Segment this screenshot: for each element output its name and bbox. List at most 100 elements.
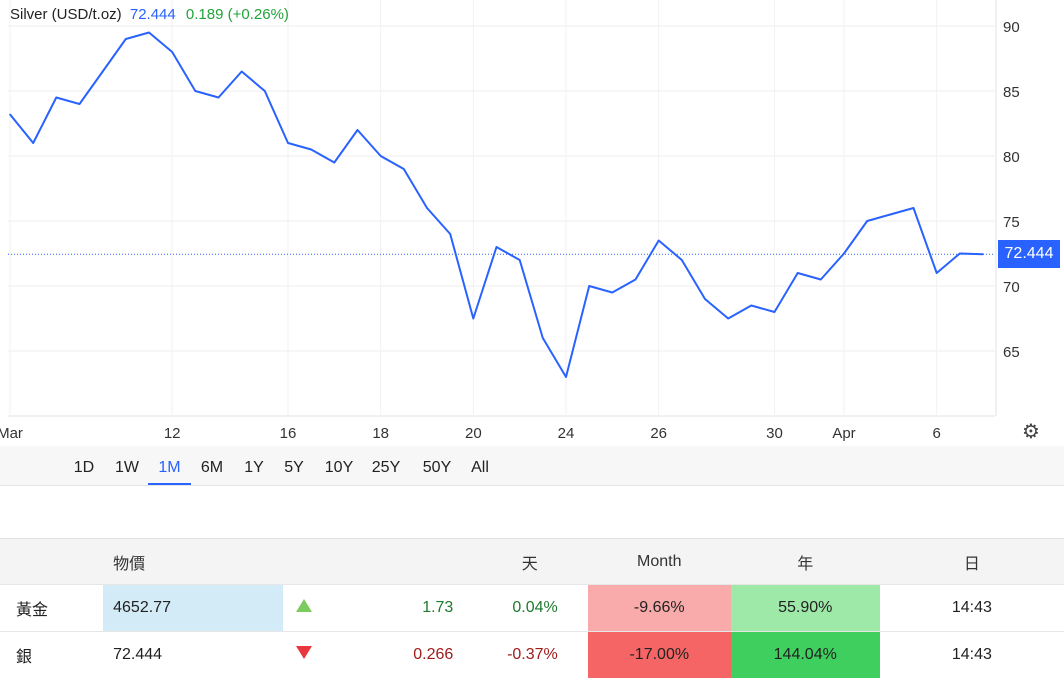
x-tick-label: 20 xyxy=(465,425,482,442)
data-point xyxy=(565,376,567,378)
data-point xyxy=(218,97,220,99)
data-point xyxy=(704,298,706,300)
commodity-name: 黃金 xyxy=(0,585,103,632)
x-tick-label: 24 xyxy=(558,425,575,442)
last-price-tag: 72.444 xyxy=(998,240,1060,268)
data-point xyxy=(9,114,11,116)
x-tick-label: 12 xyxy=(164,425,181,442)
change-value: 0.266 xyxy=(324,632,463,678)
data-point xyxy=(310,149,312,151)
x-tick-label: 16 xyxy=(280,425,297,442)
commodity-name: 銀 xyxy=(0,632,103,678)
x-tick-label: 26 xyxy=(650,425,667,442)
data-point xyxy=(357,129,359,131)
range-button-25y[interactable]: 25Y xyxy=(367,446,405,483)
header-price: 物價 xyxy=(103,539,283,585)
data-point xyxy=(380,155,382,157)
data-point xyxy=(727,318,729,320)
legend-name: Silver (USD/t.oz) xyxy=(10,6,122,23)
table-header-row: 物價 天 Month 年 日 xyxy=(0,539,1064,585)
month-percent: -9.66% xyxy=(588,585,731,632)
header-month: Month xyxy=(588,539,731,585)
chart-legend: Silver (USD/t.oz) 72.444 0.189 (+0.26%) xyxy=(10,6,289,23)
y-tick-label: 65 xyxy=(1003,344,1020,361)
data-point xyxy=(426,207,428,209)
data-point xyxy=(542,337,544,339)
header-date: 日 xyxy=(880,539,1064,585)
data-point xyxy=(496,246,498,248)
range-button-1y[interactable]: 1Y xyxy=(240,446,268,483)
commodity-price: 72.444 xyxy=(103,632,283,678)
y-tick-label: 90 xyxy=(1003,19,1020,36)
data-point xyxy=(959,253,961,255)
y-tick-label: 85 xyxy=(1003,84,1020,101)
change-value: 1.73 xyxy=(324,585,463,632)
range-button-50y[interactable]: 50Y xyxy=(418,446,456,483)
commodity-price: 4652.77 xyxy=(103,585,283,632)
data-point xyxy=(658,240,660,242)
data-point xyxy=(588,285,590,287)
year-percent: 144.04% xyxy=(731,632,880,678)
data-point xyxy=(264,90,266,92)
data-point xyxy=(449,233,451,235)
header-name xyxy=(0,539,103,585)
y-tick-label: 75 xyxy=(1003,214,1020,231)
data-point xyxy=(913,207,915,209)
data-point xyxy=(866,220,868,222)
data-point xyxy=(890,214,892,216)
data-point xyxy=(612,292,614,294)
data-point xyxy=(936,272,938,274)
data-point xyxy=(79,103,81,105)
range-button-1w[interactable]: 1W xyxy=(110,446,144,483)
day-percent: -0.37% xyxy=(463,632,587,678)
x-tick-label: 18 xyxy=(372,425,389,442)
direction-cell xyxy=(283,632,325,678)
data-point xyxy=(195,90,197,92)
gear-icon[interactable]: ⚙ xyxy=(1020,421,1042,443)
data-point xyxy=(843,253,845,255)
data-point xyxy=(171,51,173,53)
data-point xyxy=(635,279,637,281)
data-point xyxy=(982,253,984,255)
arrow-down-icon xyxy=(296,646,312,659)
data-point xyxy=(334,162,336,164)
data-point xyxy=(56,97,58,99)
header-day: 天 xyxy=(463,539,587,585)
legend-last-price: 72.444 xyxy=(130,6,176,23)
year-percent: 55.90% xyxy=(731,585,880,632)
data-point xyxy=(774,311,776,313)
data-point xyxy=(681,259,683,261)
data-point xyxy=(241,71,243,73)
header-year: 年 xyxy=(731,539,880,585)
day-percent: 0.04% xyxy=(463,585,587,632)
x-tick-label: Mar xyxy=(0,425,23,442)
x-tick-label: Apr xyxy=(832,425,855,442)
range-button-6m[interactable]: 6M xyxy=(195,446,229,483)
data-point xyxy=(473,318,475,320)
range-button-1d[interactable]: 1D xyxy=(70,446,98,483)
y-tick-label: 80 xyxy=(1003,149,1020,166)
quote-time: 14:43 xyxy=(880,632,1064,678)
header-arrow xyxy=(283,539,325,585)
header-change xyxy=(324,539,463,585)
data-point xyxy=(797,272,799,274)
data-point xyxy=(519,259,521,261)
x-tick-label: 6 xyxy=(932,425,940,442)
range-button-5y[interactable]: 5Y xyxy=(280,446,308,483)
data-point xyxy=(148,32,150,34)
data-point xyxy=(125,38,127,40)
arrow-up-icon xyxy=(296,599,312,612)
range-button-10y[interactable]: 10Y xyxy=(320,446,358,483)
range-button-all[interactable]: All xyxy=(465,446,495,483)
y-tick-label: 70 xyxy=(1003,279,1020,296)
data-point xyxy=(403,168,405,170)
data-point xyxy=(102,71,104,73)
range-button-1m[interactable]: 1M xyxy=(148,446,191,485)
month-percent: -17.00% xyxy=(588,632,731,678)
